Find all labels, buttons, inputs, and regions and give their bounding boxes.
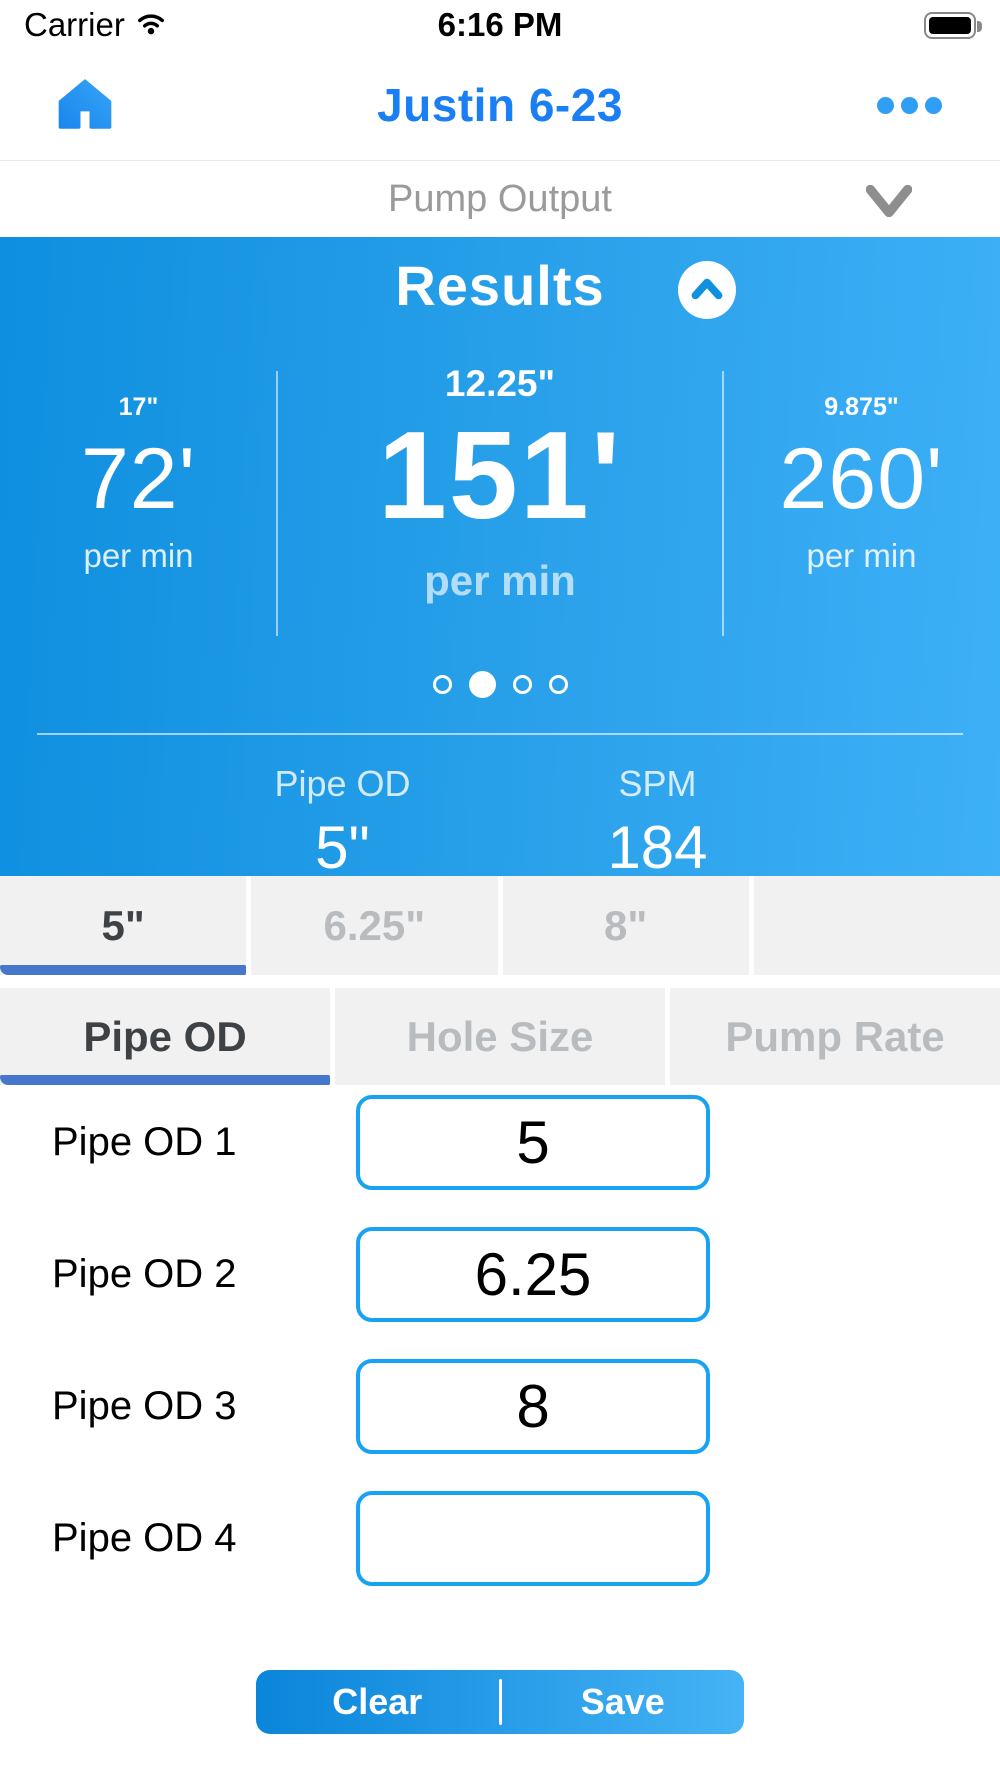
rate-value: 151' [377,406,623,545]
results-stats: Pipe OD 5" SPM 184 [0,763,1000,882]
stat-value: 5" [315,814,370,881]
tab-pump-rate[interactable]: Pump Rate [670,988,1000,1085]
wifi-icon [135,10,167,41]
category-tab-label: Pipe OD [83,1012,247,1060]
tab-pipe-od[interactable]: Pipe OD [0,988,330,1085]
rate-unit: per min [806,537,917,574]
page-dots [0,671,1000,698]
page-dot[interactable] [512,675,532,694]
status-bar: Carrier 6:16 PM [0,0,1000,50]
size-tab-8in[interactable]: 8" [502,876,749,975]
pipe-od-2-label: Pipe OD 2 [52,1252,237,1296]
results-columns: 17" 72' per min 12.25" 151' per min 9.87… [0,329,1000,639]
stat-pipe-od: Pipe OD 5" [268,763,418,882]
menu-dot-icon [925,96,942,114]
results-panel: Results 17" 72' per min 12.25" 151' per … [0,237,1000,881]
pipe-od-3-field[interactable] [356,1359,710,1454]
form-row: Pipe OD 4 [0,1491,1000,1586]
form-row: Pipe OD 3 [0,1359,1000,1454]
pipe-od-4-label: Pipe OD 4 [52,1516,237,1560]
pipe-od-3-label: Pipe OD 3 [52,1384,237,1428]
footer-action-bar: Clear Save [256,1670,744,1734]
result-column-center: 12.25" 151' per min [277,363,723,605]
pipe-od-1-field[interactable] [356,1095,710,1190]
home-icon [58,78,112,132]
rate-unit: per min [83,537,194,574]
save-button[interactable]: Save [502,1670,745,1734]
stat-value: 184 [607,814,708,881]
form-row: Pipe OD 1 [0,1095,1000,1190]
pipe-od-4-field[interactable] [356,1491,710,1586]
rate-value: 260' [779,431,944,527]
page-dot[interactable] [548,675,568,694]
size-tab-label: 5" [101,901,145,949]
size-tabs: 5" 6.25" 8" [0,876,1000,975]
result-column-right: 9.875" 260' per min [723,393,1000,575]
clear-button[interactable]: Clear [256,1670,499,1734]
chevron-down-icon [865,184,913,222]
size-tab-5in[interactable]: 5" [0,876,247,975]
mode-selector[interactable]: Pump Output [0,160,1000,237]
hole-size-label: 17" [118,393,159,421]
form-row: Pipe OD 2 [0,1227,1000,1322]
size-tab-6-25in[interactable]: 6.25" [251,876,498,975]
carrier-label: Carrier [24,6,125,43]
result-column-left: 17" 72' per min [0,393,277,575]
home-button[interactable] [58,78,112,132]
status-left: Carrier [24,6,167,44]
results-header: Results [0,253,1000,318]
rate-value: 72' [80,431,197,527]
chevron-up-icon [689,274,725,307]
menu-dot-icon [901,96,918,114]
results-title: Results [395,254,605,317]
pipe-od-1-label: Pipe OD 1 [52,1120,237,1164]
column-divider [722,371,724,636]
rate-unit: per min [424,557,576,605]
battery-fill [929,16,971,34]
mode-selector-label: Pump Output [388,177,612,220]
results-divider [37,733,963,735]
app-header: Justin 6-23 [0,50,1000,160]
menu-dot-icon [877,96,894,114]
stat-label: SPM [618,763,697,804]
size-tab-label: 6.25" [323,901,426,949]
category-tab-label: Pump Rate [725,1012,945,1060]
size-tab-empty[interactable] [753,876,1000,975]
size-tab-label: 8" [603,901,648,949]
battery-nub [977,20,982,32]
hole-size-label: 12.25" [444,362,556,404]
stat-spm: SPM 184 [583,763,733,882]
button-divider [498,1679,502,1725]
column-divider [276,371,278,636]
pipe-od-form: Pipe OD 1 Pipe OD 2 Pipe OD 3 Pipe OD 4 [0,1085,1000,1586]
battery-icon [924,11,982,39]
category-tab-label: Hole Size [406,1012,594,1060]
tab-hole-size[interactable]: Hole Size [335,988,665,1085]
hole-size-label: 9.875" [824,393,899,421]
clock: 6:16 PM [437,6,563,43]
page-dot-active[interactable] [468,671,496,698]
pipe-od-2-field[interactable] [356,1227,710,1322]
collapse-results-button[interactable] [678,261,736,319]
category-tabs: Pipe OD Hole Size Pump Rate [0,988,1000,1085]
stat-label: Pipe OD [274,763,411,804]
page-title: Justin 6-23 [377,79,623,131]
overflow-menu-button[interactable] [877,96,942,114]
page-dot[interactable] [432,675,452,694]
